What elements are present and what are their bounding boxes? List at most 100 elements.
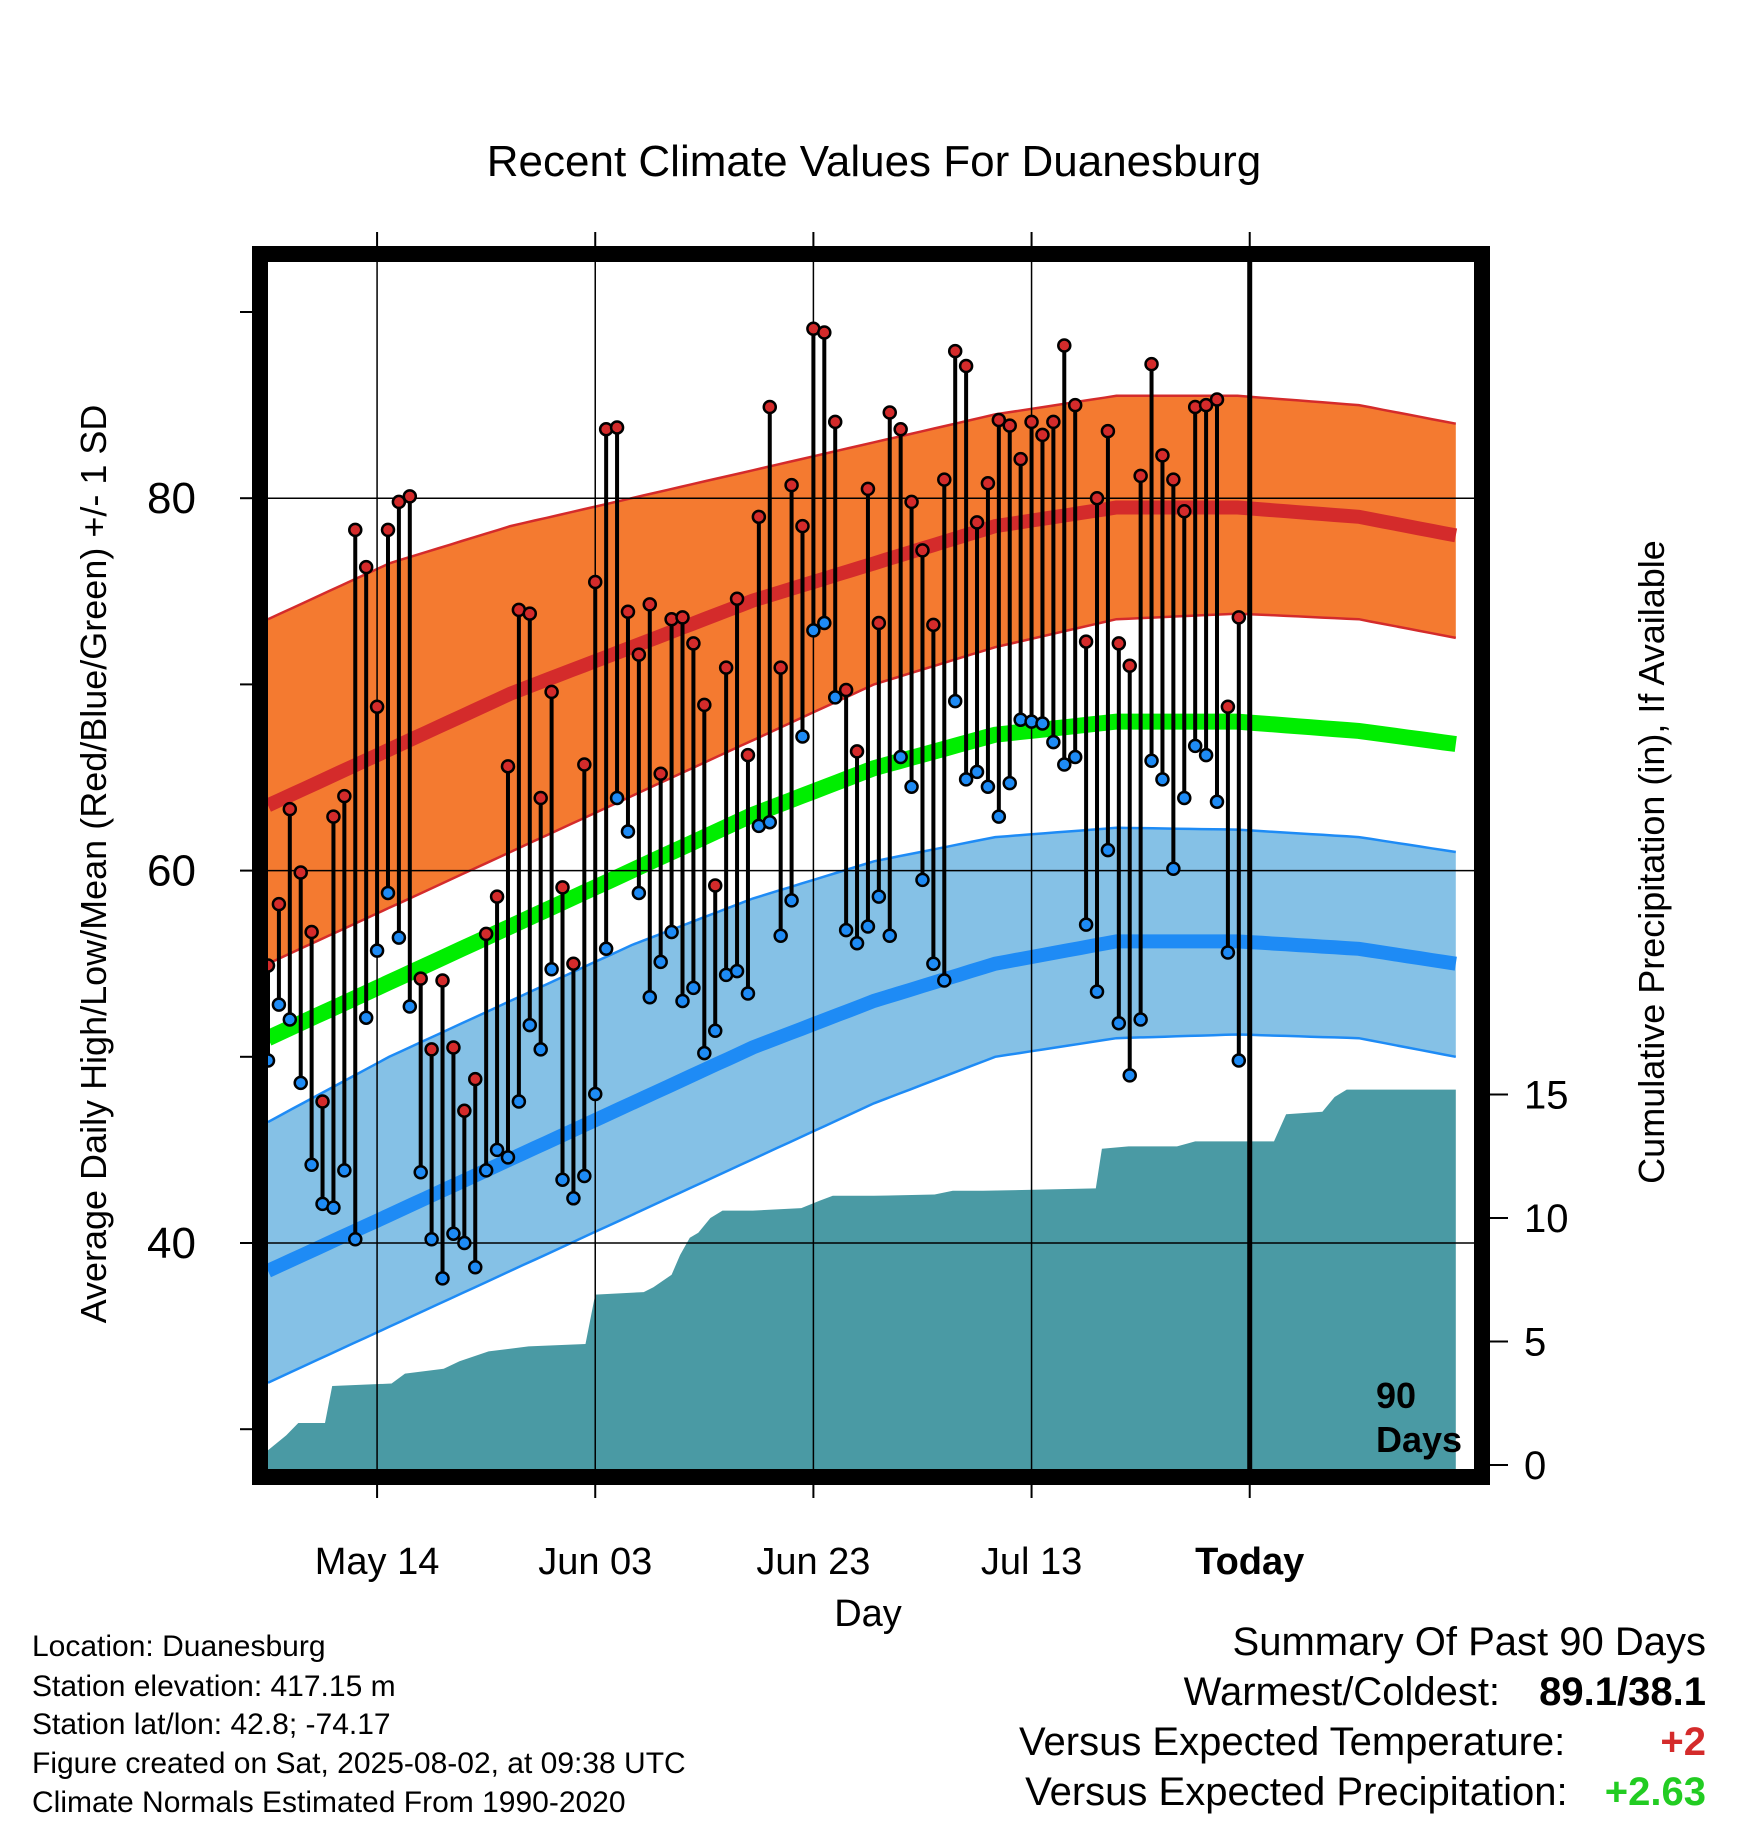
summary-warmest-value: 89.1/38.1 [1539, 1670, 1706, 1714]
daily-high-point-4 [304, 924, 319, 940]
daily-low-point-41 [707, 1023, 723, 1038]
daily-high-point-45 [751, 509, 767, 525]
daily-high-point-87 [1209, 392, 1225, 407]
daily-low-point-46 [762, 814, 778, 830]
daily-low-point-34 [631, 885, 647, 901]
daily-low-point-66 [980, 779, 996, 795]
daily-high-point-33 [620, 604, 636, 620]
daily-low-point-17 [446, 1226, 461, 1241]
daily-high-point-65 [969, 515, 985, 530]
daily-low-point-36 [653, 954, 668, 970]
daily-low-point-40 [697, 1045, 712, 1061]
today-marker-number: 90 [1376, 1375, 1416, 1416]
normal-mean-line [268, 713, 1457, 1046]
daily-low-point-73 [1057, 757, 1072, 772]
daily-high-point-71 [1035, 427, 1050, 443]
daily-low-point-78 [1111, 1016, 1127, 1031]
daily-low-point-79 [1122, 1068, 1137, 1083]
daily-high-point-18 [457, 1103, 472, 1119]
x-tick-label-3: Jul 13 [981, 1541, 1082, 1583]
daily-high-point-32 [609, 420, 625, 435]
daily-high-point-26 [544, 684, 559, 700]
daily-low-point-51 [817, 615, 832, 631]
summary-warmest-label: Warmest/Coldest: [1183, 1670, 1501, 1714]
x-axis-label: Day [834, 1593, 902, 1635]
daily-high-point-43 [729, 591, 745, 606]
daily-high-point-36 [653, 766, 668, 782]
precipitation-area [268, 1089, 1456, 1469]
daily-low-point-4 [304, 1157, 319, 1173]
daily-high-point-69 [1013, 451, 1028, 467]
y2-tick-label-15: 15 [1524, 1074, 1569, 1118]
summary-precip-label: Versus Expected Precipitation: [1025, 1770, 1568, 1814]
high-upper-line [268, 394, 1457, 621]
daily-low-point-9 [358, 1010, 374, 1025]
daily-low-point-61 [926, 956, 941, 971]
daily-high-point-74 [1067, 397, 1083, 413]
daily-low-point-52 [827, 690, 843, 705]
daily-low-point-81 [1144, 753, 1159, 768]
y2-tick-label-0: 0 [1524, 1444, 1546, 1488]
daily-high-point-72 [1046, 414, 1061, 430]
daily-high-point-70 [1024, 414, 1039, 430]
daily-low-point-6 [326, 1200, 341, 1215]
daily-low-point-30 [587, 1086, 603, 1102]
daily-low-point-22 [500, 1150, 516, 1165]
chart-title: Recent Climate Values For Duanesburg [487, 137, 1261, 186]
daily-low-point-82 [1155, 772, 1170, 787]
daily-high-point-27 [555, 880, 570, 895]
daily-high-point-42 [718, 660, 734, 675]
daily-low-point-50 [806, 623, 821, 638]
daily-low-point-7 [337, 1163, 352, 1178]
daily-high-point-51 [817, 325, 832, 340]
daily-high-point-61 [926, 617, 941, 633]
daily-high-point-75 [1078, 634, 1094, 649]
daily-high-point-39 [686, 636, 701, 651]
y-axis-label: Average Daily High/Low/Mean (Red/Blue/Gr… [73, 405, 114, 1324]
daily-high-point-66 [980, 476, 996, 491]
footer-elevation: Station elevation: 417.15 m [32, 1670, 396, 1703]
daily-high-point-86 [1198, 397, 1214, 413]
daily-low-point-47 [773, 928, 788, 944]
daily-low-point-68 [1002, 775, 1017, 791]
daily-high-point-13 [402, 489, 418, 504]
daily-low-point-72 [1046, 734, 1061, 750]
summary-precip-value: +2.63 [1604, 1770, 1706, 1814]
daily-low-point-2 [282, 1012, 298, 1027]
y2-axis-label: Cumulative Precipitation (in), If Availa… [1631, 540, 1672, 1184]
daily-low-point-29 [577, 1168, 592, 1184]
daily-high-point-54 [849, 744, 865, 759]
daily-high-point-29 [577, 757, 592, 772]
daily-high-point-16 [435, 973, 450, 988]
daily-high-point-46 [762, 399, 778, 415]
x-tick-label-2: Jun 23 [756, 1541, 870, 1583]
today-marker-days: Days [1376, 1419, 1462, 1460]
daily-high-point-5 [315, 1094, 330, 1109]
daily-low-point-38 [675, 993, 690, 1009]
daily-low-point-19 [468, 1259, 483, 1275]
daily-high-point-14 [413, 971, 428, 986]
daily-high-point-78 [1111, 636, 1127, 651]
daily-low-point-86 [1198, 747, 1214, 763]
daily-high-point-62 [937, 472, 952, 487]
plot-frame [252, 246, 1490, 1485]
daily-high-point-6 [326, 809, 341, 824]
daily-low-point-33 [620, 824, 636, 839]
daily-high-point-81 [1144, 356, 1159, 372]
daily-low-point-21 [489, 1142, 505, 1158]
daily-high-point-7 [337, 788, 352, 804]
summary-temp-label: Versus Expected Temperature: [1019, 1720, 1566, 1764]
high-sd-band [268, 395, 1456, 964]
normal-high-line [268, 500, 1458, 812]
y-tick-label-60: 60 [147, 847, 196, 896]
low-lower-line [268, 1033, 1457, 1384]
daily-low-point-23 [511, 1094, 527, 1109]
daily-low-point-13 [402, 999, 418, 1014]
daily-low-point-32 [609, 790, 625, 806]
daily-low-point-54 [849, 935, 865, 951]
daily-high-point-82 [1155, 448, 1170, 463]
daily-high-point-10 [369, 699, 385, 714]
daily-high-point-41 [707, 878, 723, 893]
daily-low-point-48 [784, 893, 799, 908]
